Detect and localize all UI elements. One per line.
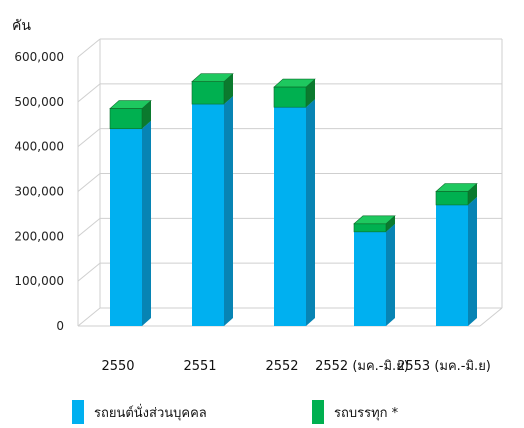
gridline-side [77, 307, 101, 327]
bar-segment [354, 223, 395, 326]
y-tick-label: 0 [56, 319, 64, 333]
legend-item-trucks: รถบรรทุก * [312, 400, 398, 424]
axis-wall-line [479, 307, 503, 327]
gridline-side [77, 38, 101, 58]
gridline-side [77, 262, 101, 282]
chart-legend: รถยนต์นั่งส่วนบุคคล รถบรรทุก * [0, 400, 524, 424]
y-tick-label: 100,000 [14, 274, 64, 288]
y-tick-label: 400,000 [14, 140, 64, 154]
legend-swatch-passenger-cars [72, 400, 84, 424]
y-axis-tick-labels: 0 100,000 200,000 300,000 400,000 500,000 600,… [14, 50, 64, 333]
bar-segment [191, 73, 234, 105]
x-tick-label: 2552 (มค.-มิ.ย) [315, 359, 409, 374]
bar-segment [273, 78, 316, 108]
x-tick-label: 2553 (มค.-มิ.ย) [397, 359, 491, 374]
chart-bars [109, 73, 478, 326]
legend-item-passenger-cars: รถยนต์นั่งส่วนบุคคล [72, 400, 207, 424]
legend-swatch-trucks [312, 400, 324, 424]
legend-label-trucks: รถบรรทุก * [334, 405, 399, 421]
bar-segment [110, 120, 151, 326]
gridline-side [77, 128, 101, 148]
x-tick-label: 2552 [265, 359, 298, 374]
bar-segment [192, 96, 233, 326]
y-tick-label: 200,000 [14, 229, 64, 243]
x-axis-tick-labels: 2550 2551 2552 2552 (มค.-มิ.ย)2553 (มค.-มิ.… [101, 359, 490, 374]
gridline-side [77, 217, 101, 237]
gridline-side [77, 83, 101, 103]
y-tick-label: 600,000 [14, 50, 64, 64]
stacked-bar-chart: 0 100,000 200,000 300,000 400,000 500,000 600,… [12, 18, 503, 374]
y-axis-unit-label: คัน [12, 18, 31, 34]
bar-segment [274, 99, 315, 326]
gridline-side [77, 173, 101, 192]
y-tick-label: 500,000 [14, 95, 64, 109]
bar-segment [353, 215, 396, 233]
bar-segment [435, 183, 478, 206]
x-tick-label: 2550 [101, 359, 134, 374]
bar-segment [109, 100, 152, 130]
x-tick-label: 2551 [183, 359, 216, 374]
legend-label-passenger-cars: รถยนต์นั่งส่วนบุคคล [94, 405, 207, 421]
y-tick-label: 300,000 [14, 185, 64, 199]
bar-segment [436, 196, 477, 326]
